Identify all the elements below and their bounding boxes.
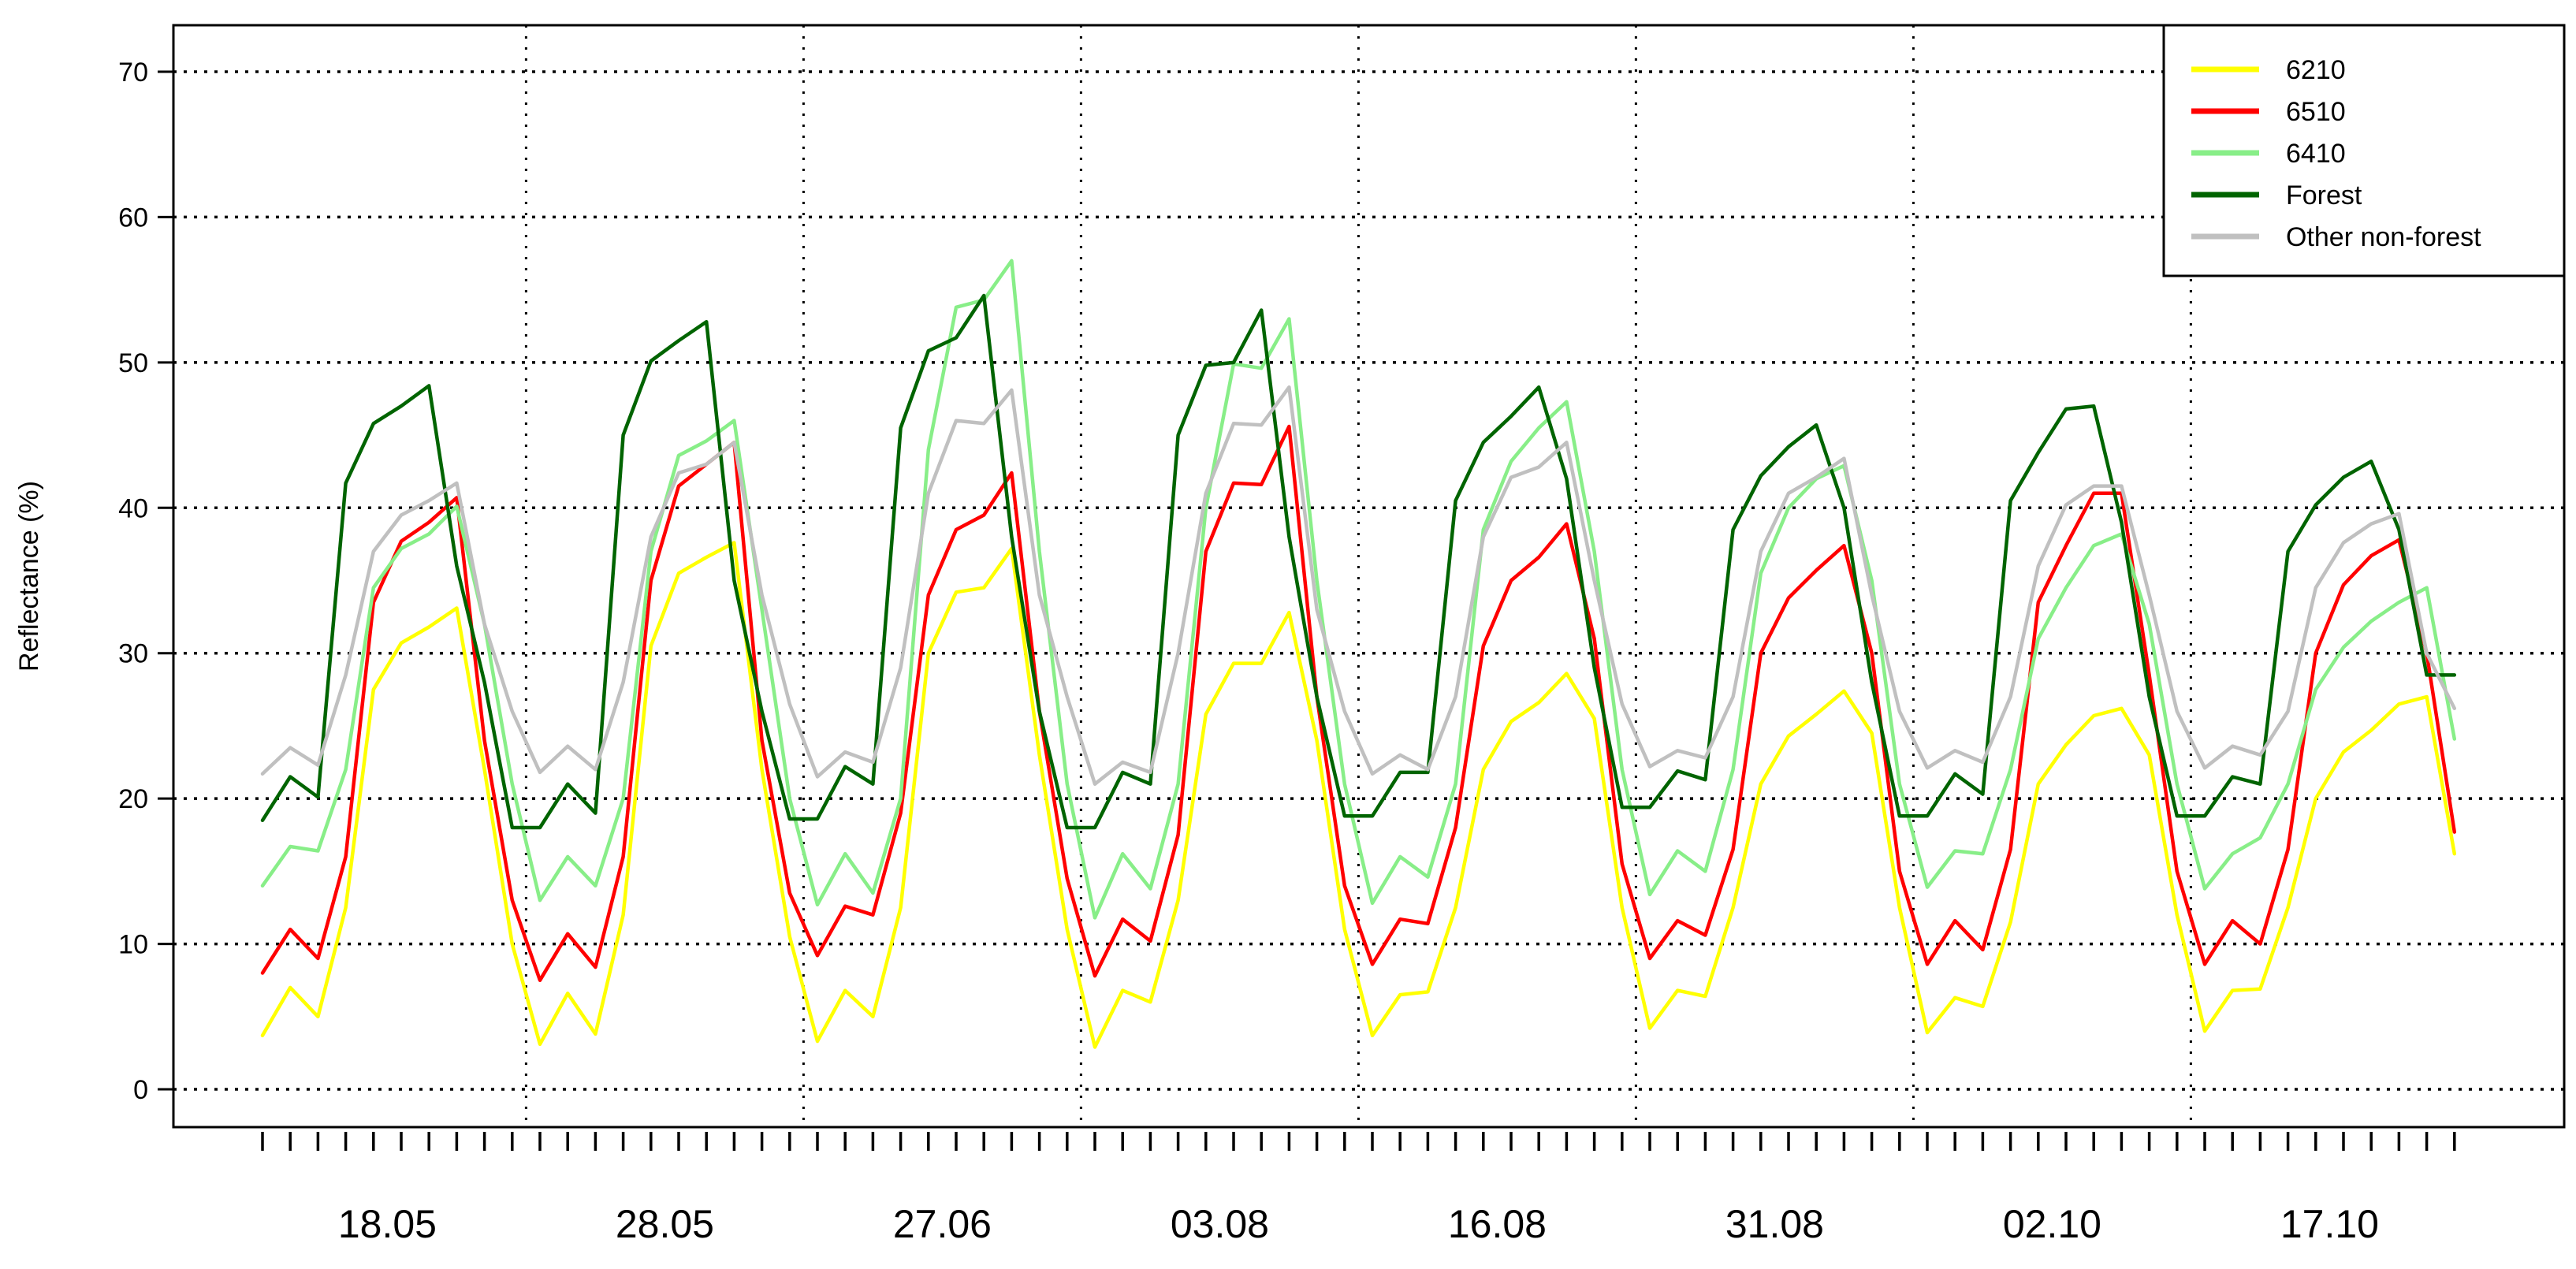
legend-label-other-non-forest: Other non-forest: [2286, 222, 2481, 252]
y-tick-label: 70: [118, 58, 148, 87]
y-tick-label: 10: [118, 930, 148, 960]
series-line-6410: [260, 259, 2457, 920]
y-tick-label: 60: [118, 203, 148, 233]
series-line-forest: [260, 293, 2457, 830]
y-tick-label: 50: [118, 348, 148, 378]
y-tick-label: 40: [118, 493, 148, 523]
legend-label-6410: 6410: [2286, 139, 2346, 169]
series-line-6210: [260, 541, 2457, 1049]
y-tick-label: 30: [118, 639, 148, 669]
legend: 6210 6510 6410 Forest Other non-forest: [2162, 24, 2566, 277]
legend-label-6510: 6510: [2286, 97, 2346, 127]
x-tick-label: 03.08: [1171, 1202, 1269, 1246]
x-tick-label: 18.05: [338, 1202, 437, 1246]
series-line-other-non-forest: [260, 385, 2457, 786]
x-tick-label: 16.08: [1448, 1202, 1547, 1246]
series-line-6510: [260, 424, 2457, 982]
y-axis: 0 10 20 30 40 50 60 70: [118, 58, 173, 1105]
y-tick-label: 20: [118, 784, 148, 814]
x-tick-label: 17.10: [2280, 1202, 2379, 1246]
x-axis: 18.05 28.05 27.06 03.08 16.08 31.08 02.10 17.10: [261, 1132, 2456, 1246]
x-tick-label: 31.08: [1725, 1202, 1824, 1246]
legend-label-forest: Forest: [2286, 180, 2362, 210]
x-tick-label: 28.05: [616, 1202, 714, 1246]
x-tick-label: 27.06: [893, 1202, 992, 1246]
plot-frame: [172, 24, 2566, 1129]
x-tick-label: 02.10: [2003, 1202, 2101, 1246]
legend-label-6210: 6210: [2286, 55, 2346, 85]
series-lines: [260, 259, 2457, 1049]
y-axis-label: Reflectance (%): [14, 481, 44, 672]
y-tick-label: 0: [133, 1075, 148, 1105]
